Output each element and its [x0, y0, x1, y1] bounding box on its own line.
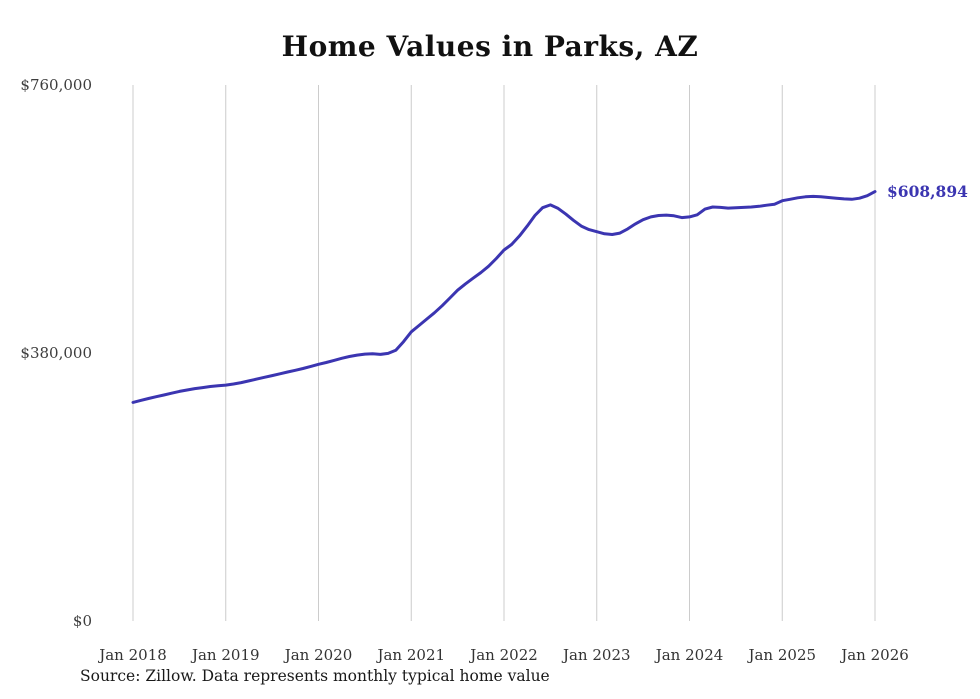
x-axis-tick-label: Jan 2023 [562, 646, 631, 664]
end-value-label: $608,894 [887, 181, 968, 201]
x-axis-tick-label: Jan 2018 [99, 646, 167, 664]
x-axis-tick-label: Jan 2021 [377, 646, 446, 664]
y-axis-tick-label: $0 [72, 612, 92, 630]
x-axis-tick-label: Jan 2022 [470, 646, 538, 664]
x-axis-tick-label: Jan 2026 [841, 646, 909, 664]
x-axis-tick-label: Jan 2024 [655, 646, 724, 664]
x-axis-tick-label: Jan 2020 [284, 646, 353, 664]
source-note: Source: Zillow. Data represents monthly … [80, 667, 550, 685]
chart-title: Home Values in Parks, AZ [281, 30, 699, 63]
x-axis-tick-label: Jan 2025 [748, 646, 817, 664]
x-axis-tick-label: Jan 2019 [191, 646, 260, 664]
y-axis-tick-label: $380,000 [20, 344, 92, 362]
y-axis-tick-label: $760,000 [20, 76, 92, 94]
home-value-series-line [131, 190, 877, 404]
